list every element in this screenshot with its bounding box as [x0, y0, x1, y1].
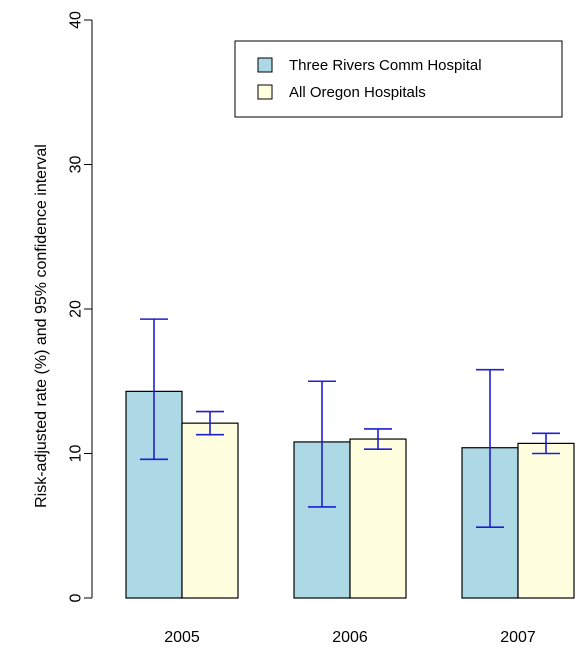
y-tick-label: 20 [68, 300, 85, 318]
legend-swatch [257, 84, 273, 100]
y-tick-label: 10 [68, 445, 85, 463]
bar [181, 422, 239, 599]
x-category-label: 2006 [332, 629, 368, 646]
x-category-label: 2005 [164, 629, 200, 646]
legend-box [234, 40, 563, 118]
legend-label: All Oregon Hospitals [289, 84, 426, 101]
y-tick-label: 0 [68, 593, 85, 602]
error-bars [140, 318, 560, 528]
category-labels: 2005 2006 2007 [164, 629, 536, 646]
bar [349, 438, 407, 599]
bar [517, 442, 575, 599]
legend-swatch [257, 57, 273, 73]
y-tick-label: 40 [68, 11, 85, 29]
legend-label: Three Rivers Comm Hospital [289, 57, 482, 74]
y-tick-label: 30 [68, 156, 85, 174]
bars [125, 390, 575, 599]
legend: Three Rivers Comm Hospital All Oregon Hos… [234, 40, 563, 118]
y-axis: 0 10 20 30 40 [68, 11, 93, 602]
y-axis-label: Risk-adjusted rate (%) and 95% confidenc… [33, 144, 50, 508]
x-category-label: 2007 [500, 629, 536, 646]
